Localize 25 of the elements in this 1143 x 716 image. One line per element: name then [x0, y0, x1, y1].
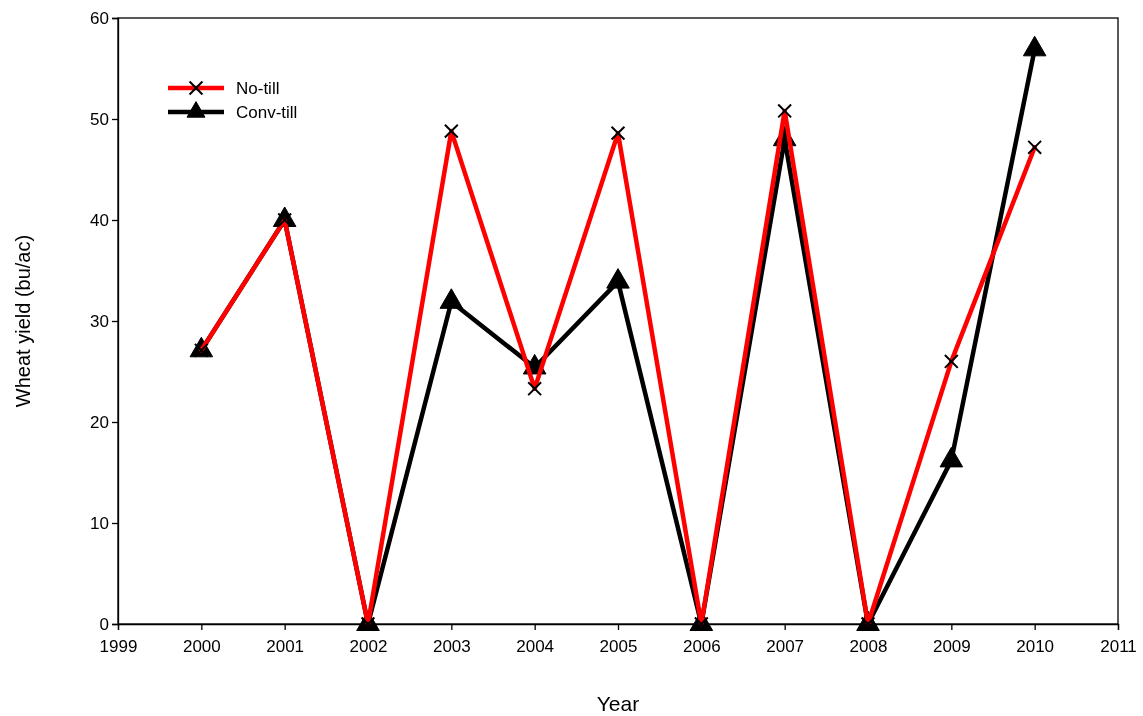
- x-tick-label: 2002: [349, 636, 388, 656]
- y-axis-title: Wheat yield (bu/ac): [12, 234, 34, 408]
- x-tick-label: 2006: [682, 636, 721, 656]
- x-tick-label: 2004: [516, 636, 555, 656]
- y-tick-label: 50: [90, 109, 109, 129]
- y-tick-label: 60: [90, 8, 109, 28]
- x-tick-label: 2008: [849, 636, 888, 656]
- x-tick-label: 2003: [432, 636, 471, 656]
- x-tick-label: 2007: [766, 636, 805, 656]
- x-tick-label: 2011: [1100, 636, 1137, 656]
- x-tick-label: 2000: [182, 636, 221, 656]
- x-axis-title: Year: [596, 692, 640, 715]
- x-tick-label: 2010: [1016, 636, 1055, 656]
- y-tick-label: 30: [90, 311, 109, 331]
- legend-label: Conv-till: [236, 103, 298, 122]
- x-tick-label: 2001: [266, 636, 305, 656]
- x-tick-label: 2005: [599, 636, 638, 656]
- y-tick-label: 40: [90, 210, 109, 230]
- y-tick-label: 10: [90, 513, 109, 533]
- y-tick-label: 0: [99, 614, 109, 634]
- legend-label: No-till: [236, 79, 280, 98]
- y-tick-label: 20: [90, 412, 109, 432]
- x-tick-label: 1999: [99, 636, 138, 656]
- x-tick-label: 2009: [932, 636, 971, 656]
- point: [939, 446, 964, 468]
